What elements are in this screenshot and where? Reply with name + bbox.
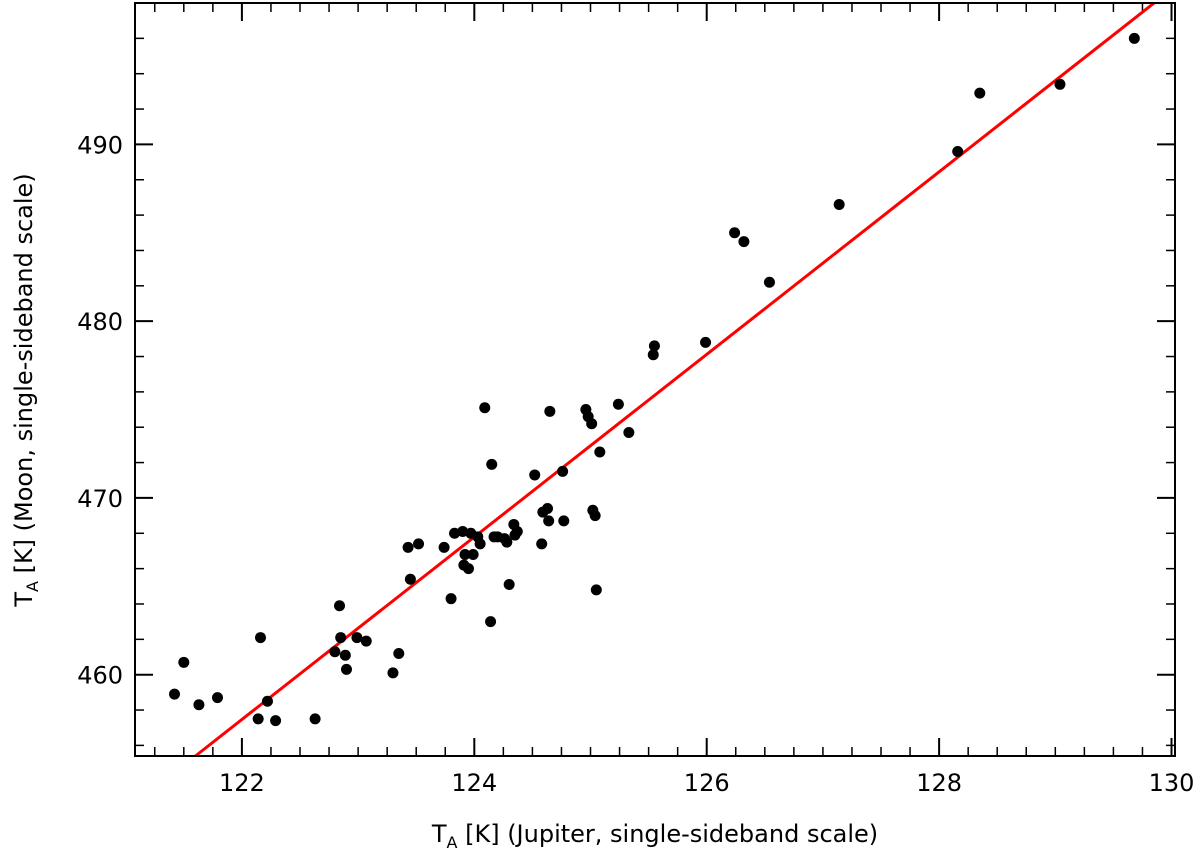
y-tick-label: 480	[77, 308, 123, 336]
x-tick-label: 124	[451, 769, 497, 797]
x-axis-label: TA [K] (Jupiter, single-sideband scale)	[431, 820, 878, 852]
data-point	[387, 667, 399, 679]
data-point	[334, 600, 346, 612]
data-point	[193, 699, 205, 711]
data-point	[557, 465, 569, 477]
tick-labels: 122 124 126 128 130 460 470 480 490	[77, 131, 1194, 797]
data-point	[543, 515, 555, 527]
y-tick-label: 460	[77, 662, 123, 690]
data-point	[763, 276, 775, 288]
data-point	[254, 632, 266, 644]
data-point	[648, 340, 660, 352]
data-points	[169, 32, 1140, 727]
plot-frame	[134, 2, 1176, 757]
x-tick-label: 130	[1149, 769, 1195, 797]
data-point	[1054, 78, 1066, 90]
data-point	[474, 538, 486, 550]
x-tick-label: 126	[684, 769, 730, 797]
data-point	[404, 573, 416, 585]
data-point	[252, 713, 264, 725]
x-axis-label-rest: [K] (Jupiter, single-sideband scale)	[457, 820, 878, 848]
y-tick-label: 470	[77, 485, 123, 513]
data-point	[558, 515, 570, 527]
data-point	[261, 695, 273, 707]
x-tick-label: 128	[916, 769, 962, 797]
data-point	[445, 593, 457, 605]
data-point	[623, 427, 635, 439]
x-axis-label-main: T	[431, 820, 447, 848]
data-point	[467, 548, 479, 560]
data-point	[479, 402, 491, 414]
data-point	[339, 649, 351, 661]
data-point	[360, 635, 372, 647]
data-point	[586, 418, 598, 430]
data-point	[351, 632, 363, 644]
data-point	[952, 145, 964, 157]
fit-line	[194, 1, 1156, 758]
data-point	[501, 536, 513, 548]
data-point	[212, 692, 224, 704]
y-axis-label-main: T	[10, 592, 38, 608]
data-point	[169, 688, 181, 700]
y-axis-label-sub: A	[23, 581, 42, 592]
data-point	[329, 646, 341, 658]
x-tick-label: 122	[219, 769, 265, 797]
data-point	[833, 199, 845, 211]
data-point	[529, 469, 541, 481]
data-point	[503, 579, 515, 591]
data-point	[335, 632, 347, 644]
data-point	[485, 616, 497, 628]
data-point	[612, 398, 624, 410]
y-tick-label: 490	[77, 131, 123, 159]
data-point	[590, 584, 602, 596]
data-point	[402, 541, 414, 553]
axis-ticks	[135, 2, 1175, 756]
data-point	[459, 548, 471, 560]
data-point	[462, 563, 474, 575]
data-point	[178, 656, 190, 668]
data-point	[738, 236, 750, 248]
data-point	[413, 538, 425, 550]
data-point	[589, 510, 601, 522]
y-axis-label: TA [K] (Moon, single-sideband scale)	[10, 173, 42, 607]
data-point	[438, 541, 450, 553]
data-point	[647, 349, 659, 361]
data-point	[729, 227, 741, 239]
data-point	[270, 715, 282, 727]
data-point	[393, 647, 405, 659]
data-point	[511, 526, 523, 538]
data-point	[536, 538, 548, 550]
data-point	[594, 446, 606, 458]
data-point	[340, 663, 352, 675]
x-axis-label-sub: A	[447, 833, 458, 852]
y-axis-label-rest: [K] (Moon, single-sideband scale)	[10, 173, 38, 581]
data-point	[700, 336, 712, 348]
data-point	[486, 458, 498, 470]
data-point	[542, 503, 554, 515]
data-point	[544, 405, 556, 417]
data-point	[1128, 32, 1140, 44]
data-point	[309, 713, 321, 725]
data-point	[974, 87, 986, 99]
